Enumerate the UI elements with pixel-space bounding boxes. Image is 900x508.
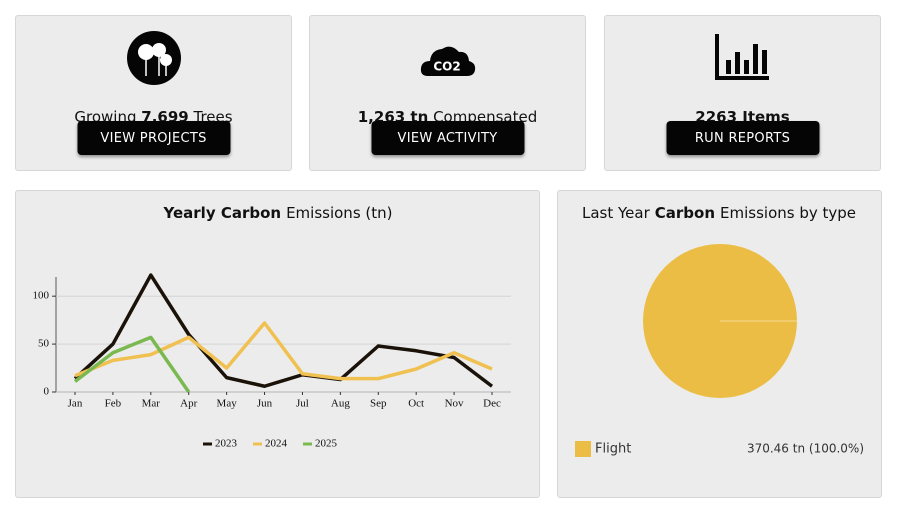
y-tick-label: 100 [33,290,50,302]
line-card: Yearly Carbon Emissions (tn) 0 50 100 Jan Feb M… [15,190,540,498]
x-tick-label: Jul [296,398,309,410]
value-label: 370.46 tn (100.0%) [747,442,864,456]
x-tick-label: Feb [105,398,122,410]
x-tick-label: Nov [445,398,464,410]
icon-label: CO2 [433,60,460,74]
title-part: Emissions (tn) [286,204,392,222]
series-line [74,321,493,381]
x-tick-label: Jan [68,398,83,410]
co2-icon: CO2 [420,46,475,76]
x-tick-label: Oct [408,398,424,410]
x-tick-label: May [217,398,238,410]
title-part: Yearly Carbon [163,204,282,222]
card: CO2 1,263 tn Compensated VIEW ACTIVITY [309,15,586,171]
line-chart: Yearly Carbon Emissions (tn) 0 50 100 Jan Feb M… [33,204,511,450]
button[interactable]: VIEW ACTIVITY [371,121,524,155]
legend-label: Flight [595,442,631,457]
chart-title: Yearly Carbon Emissions (tn) [163,204,393,222]
button[interactable]: RUN REPORTS [666,121,819,155]
y-tick-label: 50 [38,338,50,350]
x-tick-label: Aug [331,398,350,410]
x-tick-label: Sep [370,398,387,410]
legend-label: 2025 [315,438,338,450]
legend-label: 2023 [215,438,238,450]
legend-swatch [575,441,591,457]
tree-icon [126,31,181,85]
bars-icon [714,34,769,80]
card: Growing 7,699 Trees VIEW PROJECTS [15,15,292,171]
legend-label: 2024 [265,438,288,450]
title-part: Emissions by type [720,204,856,222]
button[interactable]: VIEW PROJECTS [77,121,230,155]
y-tick-label: 0 [44,386,50,398]
card: 2263 Items RUN REPORTS [604,15,881,171]
x-tick-label: Jun [257,398,273,410]
pie-card: Last Year Carbon Emissions by type Flight 37… [557,190,882,498]
x-tick-label: Apr [180,398,197,410]
pie-chart: Last Year Carbon Emissions by type Flight 37… [575,204,864,457]
x-tick-label: Mar [142,398,161,410]
title-part: Carbon [655,204,715,222]
title-part: Last Year [582,204,651,222]
chart-title: Last Year Carbon Emissions by type [582,204,856,222]
x-tick-label: Dec [483,398,501,410]
series-line [73,273,494,388]
series-line [73,335,191,393]
